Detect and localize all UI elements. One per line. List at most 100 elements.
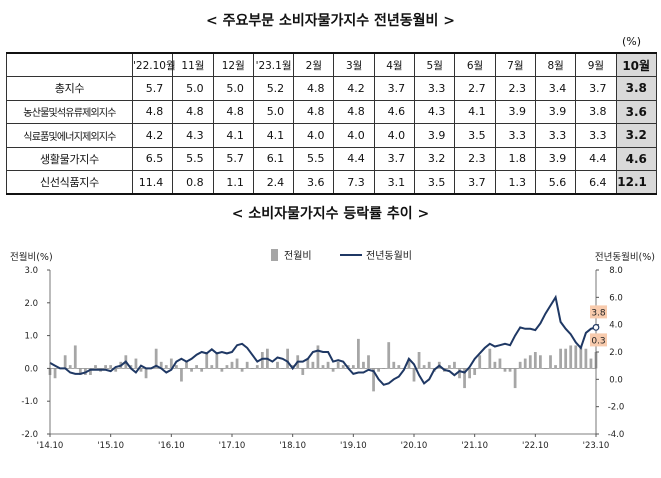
column-header: 12월 (212, 52, 254, 77)
mom-bar (210, 365, 214, 369)
mom-bar (225, 365, 229, 369)
table-cell: 3.7 (454, 170, 496, 195)
mom-bar (276, 361, 279, 369)
table-row: 식료품및에너지제외지수 4.2 4.3 4.1 4.1 4.0 4.0 4.0 3.9 3.5 3.… (6, 123, 657, 148)
legend-swatch-mom (271, 249, 278, 261)
row-label: 신선식품지수 (6, 170, 133, 195)
mom-bar (281, 368, 284, 369)
mom-label-box (590, 333, 607, 347)
table-cell: 3.5 (454, 123, 496, 148)
table-cell: 6.4 (575, 170, 617, 195)
mom-bar (539, 355, 542, 369)
x-tick-label: '19.10 (340, 441, 367, 451)
x-tick-label: '17.10 (219, 441, 246, 451)
mom-bar (104, 365, 107, 369)
mom-bar (286, 348, 289, 369)
column-header: 7월 (494, 52, 536, 77)
x-tick-label: '14.10 (37, 441, 64, 451)
table-cell: 3.2 (615, 123, 657, 148)
table-cell: 4.1 (252, 123, 295, 148)
table-cell: 4.8 (293, 99, 335, 124)
mom-bar (412, 368, 416, 382)
cpi-trend-chart: 3.0 2.0 1.0 0.0 -1.0 -2.0 8.0 6.0 4.0 2.0 0.0 -2.0 -… (10, 249, 655, 451)
mom-bar (250, 368, 254, 369)
mom-bar (427, 361, 431, 369)
table-cell: 4.8 (212, 99, 254, 124)
table-cell: 3.7 (373, 76, 416, 101)
table-cell: 11.4 (131, 170, 174, 195)
mom-bar (200, 368, 204, 372)
table-row: 신선식품지수 11.4 0.8 1.1 2.4 3.6 7.3 3.1 3.5 3.7 1.3 5.6… (6, 170, 657, 195)
mom-bar (478, 355, 482, 369)
row-label: 생활물가지수 (6, 146, 133, 171)
table-cell: 4.6 (615, 146, 657, 171)
mom-bar (564, 348, 568, 369)
yoy-annotation: 3.8 (591, 308, 606, 318)
mom-bar (316, 345, 320, 369)
column-header: 6월 (454, 52, 496, 77)
mom-bar (175, 365, 178, 369)
mom-bar (533, 352, 537, 369)
table-cell: 4.2 (333, 76, 375, 101)
x-tick-label: '23.10 (583, 441, 610, 451)
mom-bar (544, 368, 547, 369)
mom-bar (463, 368, 466, 389)
mom-bar (144, 368, 148, 379)
mom-bar (372, 368, 375, 392)
table-cell: 3.6 (293, 170, 335, 195)
table-cell: 4.1 (212, 123, 254, 148)
mom-bar (382, 368, 386, 369)
legend-label-mom: 전월비 (284, 250, 312, 262)
right-axis-label: 전년동월비(%) (595, 251, 655, 263)
mom-bar (387, 342, 391, 369)
right-tick-label: -2.0 (608, 403, 625, 413)
mom-bar (235, 358, 239, 369)
mom-bar (518, 361, 522, 369)
mom-bar (367, 355, 370, 369)
mom-bar (240, 368, 244, 372)
mom-bar (326, 361, 330, 369)
mom-bar (190, 368, 193, 372)
cpi-table: '22.10월 11월 12월 '23.1월 2월 3월 4월 5월 6월 7월 8월 9월 10월 총… (6, 52, 657, 195)
table-cell: 3.4 (534, 76, 577, 101)
table-cell: 3.9 (534, 146, 577, 171)
table-cell: 3.7 (575, 76, 617, 101)
table-cell: 1.8 (494, 146, 536, 171)
mom-bar (169, 358, 173, 369)
mom-bar (78, 368, 82, 375)
mom-bar (331, 368, 335, 372)
x-tick-label: '16.10 (158, 441, 185, 451)
table-cell: 4.8 (131, 99, 174, 124)
mom-bar (185, 361, 188, 369)
table-cell: 5.6 (534, 170, 577, 195)
mom-bar (114, 368, 118, 372)
left-tick-label: 1.0 (24, 332, 38, 342)
column-header: 9월 (575, 52, 617, 77)
mom-bar (164, 365, 168, 369)
mom-bar (357, 338, 360, 369)
mom-bar (498, 358, 502, 369)
table-row: 생활물가지수 6.5 5.5 5.7 6.1 5.5 4.4 3.7 3.2 2.3 1.8 3.9 4… (6, 146, 657, 171)
table-row: 농산물및석유류제외지수 4.8 4.8 4.8 5.0 4.8 4.8 4.6 4.3 4.1 3.… (6, 99, 657, 124)
mom-bar (584, 348, 588, 369)
table-cell: 5.5 (293, 146, 335, 171)
mom-bar (513, 368, 517, 389)
mom-bar (215, 352, 219, 369)
table-cell: 4.8 (172, 99, 214, 124)
mom-bar (255, 365, 259, 369)
table-cell: 5.2 (252, 76, 295, 101)
table-cell: 6.1 (252, 146, 295, 171)
table-cell: 3.6 (615, 99, 657, 124)
table-cell: 5.7 (131, 76, 174, 101)
series-line-yoy (49, 294, 597, 386)
table-row: 총지수 5.7 5.0 5.0 5.2 4.8 4.2 3.7 3.3 2.7 2.3 3.4 3.7 3… (6, 76, 657, 101)
mom-annotation: 0.3 (591, 336, 605, 346)
table-cell: 7.3 (333, 170, 375, 195)
right-tick-label: 4.0 (609, 321, 623, 331)
mom-bar (321, 365, 325, 369)
mom-bar (493, 361, 497, 369)
table-title: < 주요부문 소비자물가지수 전년동월비 > (205, 13, 456, 29)
mom-bar (579, 345, 583, 369)
left-tick-label: -1.0 (21, 397, 38, 407)
mom-bar (392, 361, 396, 369)
